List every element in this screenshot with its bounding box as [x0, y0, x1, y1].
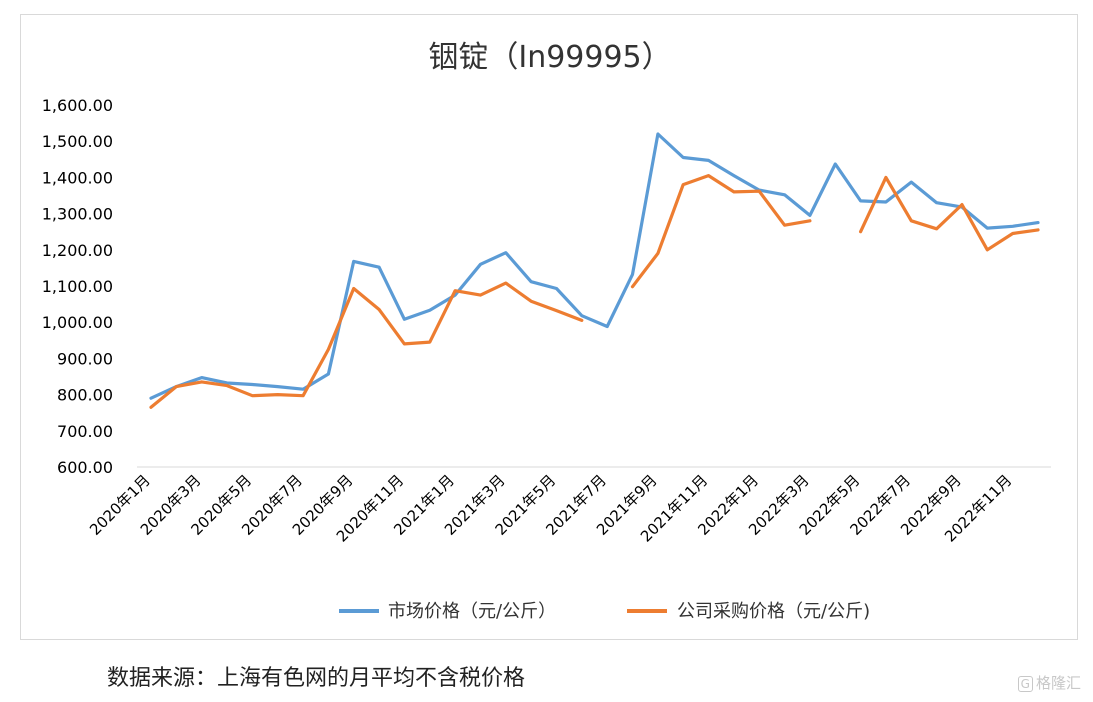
- source-note: 数据来源：上海有色网的月平均不含税价格: [107, 666, 526, 691]
- chart-title: 铟锭（In99995）: [428, 40, 671, 75]
- y-tick-label: 1,400.00: [42, 168, 113, 187]
- y-tick-label: 900.00: [57, 349, 113, 368]
- series-2-line: [149, 281, 584, 409]
- line-chart: 铟锭（In99995） 600.00 700.00 800.00 900.00 1,000…: [42, 40, 1051, 622]
- y-tick-label: 1,100.00: [42, 277, 113, 296]
- series-2-line: [858, 175, 1040, 252]
- series-1-line: [149, 132, 1040, 400]
- y-tick-label: 1,200.00: [42, 241, 113, 260]
- legend-label-2: 公司采购价格（元/公斤): [677, 601, 870, 622]
- series-2-line: [630, 174, 812, 289]
- watermark-logo: G: [1017, 676, 1033, 692]
- y-tick-label: 1,000.00: [42, 313, 113, 332]
- y-tick-label: 1,600.00: [42, 96, 113, 115]
- legend-label-1: 市场价格（元/公斤）: [388, 601, 556, 622]
- y-tick-label: 1,500.00: [42, 132, 113, 151]
- y-tick-label: 700.00: [57, 422, 113, 441]
- watermark: G 格隆汇: [1017, 672, 1081, 693]
- y-tick-label: 800.00: [57, 386, 113, 405]
- y-tick-label: 600.00: [57, 458, 113, 477]
- y-tick-label: 1,300.00: [42, 205, 113, 224]
- watermark-text: 格隆汇: [1035, 674, 1081, 692]
- chart-frame: 铟锭（In99995） 600.00 700.00 800.00 900.00 1,000…: [20, 14, 1078, 640]
